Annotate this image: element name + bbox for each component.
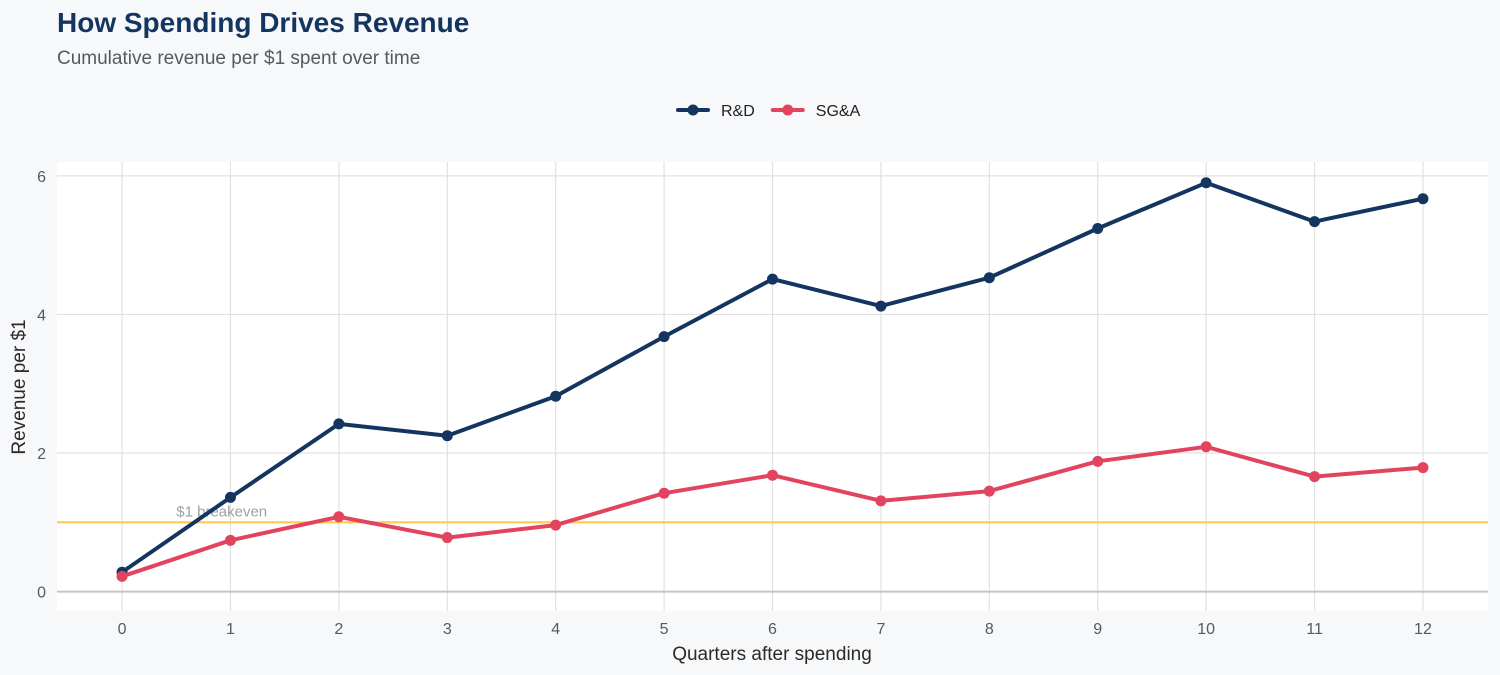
legend-label: SG&A [816,103,861,120]
y-tick-label: 4 [37,307,46,324]
data-point-sg-a [333,511,345,523]
x-axis-title: Quarters after spending [672,644,872,665]
x-tick-label: 5 [660,621,669,638]
y-tick-label: 2 [37,446,46,463]
x-tick-label: 4 [551,621,560,638]
x-tick-label: 3 [443,621,452,638]
data-point-sg-a [767,469,778,481]
data-point-r-d [1309,216,1321,228]
data-point-r-d [983,272,995,284]
data-point-sg-a [116,570,128,582]
x-tick-label: 10 [1197,621,1215,638]
x-tick-label: 9 [1093,621,1102,638]
data-point-sg-a [658,487,670,499]
x-tick-label: 11 [1306,621,1323,638]
x-tick-label: 12 [1414,621,1432,638]
y-tick-label: 0 [37,585,46,602]
x-tick-label: 0 [118,621,127,638]
data-point-sg-a [224,534,236,546]
data-point-r-d [767,273,778,285]
x-tick-label: 7 [876,621,885,638]
data-point-r-d [441,430,453,442]
data-point-r-d [875,300,887,312]
chart-title: How Spending Drives Revenue [57,7,469,38]
data-point-sg-a [983,485,995,497]
data-point-sg-a [550,519,562,531]
y-tick-label: 6 [37,169,46,186]
data-point-r-d [1417,193,1429,205]
data-point-r-d [1092,223,1104,235]
legend-label: R&D [721,103,755,120]
data-point-sg-a [441,532,453,544]
reference-line-group: $1 breakeven [57,503,1488,524]
data-point-sg-a [1309,471,1321,483]
data-point-r-d [224,491,236,503]
x-tick-label: 1 [226,621,235,638]
data-point-r-d [550,390,562,402]
data-point-sg-a [1417,462,1429,474]
data-point-sg-a [875,495,887,507]
data-point-r-d [658,331,670,343]
data-point-sg-a [1200,441,1212,453]
x-tick-label: 8 [985,621,994,638]
breakeven-label: $1 breakeven [176,503,267,520]
legend-swatch-dot [687,104,699,116]
data-point-r-d [1200,177,1212,189]
series-group [116,177,1429,582]
data-point-r-d [333,418,345,430]
legend: R&D SG&A [676,103,861,120]
chart-subtitle: Cumulative revenue per $1 spent over tim… [57,48,420,69]
y-axis-title: Revenue per $1 [9,319,30,454]
x-tick-label: 6 [768,621,777,638]
x-tick-label: 2 [334,621,343,638]
legend-swatch-dot [782,104,794,116]
grid [57,162,1488,611]
data-point-sg-a [1092,455,1104,467]
